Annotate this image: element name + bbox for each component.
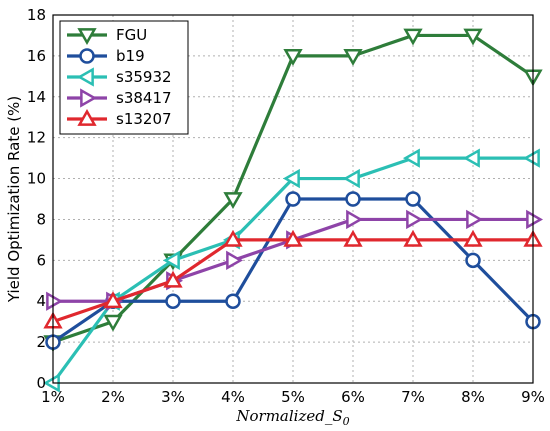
data-point [283, 49, 303, 66]
data-point [463, 28, 483, 46]
data-point [406, 209, 424, 230]
data-point [162, 250, 180, 270]
data-point [522, 148, 540, 168]
data-point [403, 229, 423, 247]
x-tick-label: 7% [401, 388, 425, 406]
data-point [163, 270, 183, 288]
y-tick-label: 2 [36, 333, 46, 351]
x-tick-labels: 1% 2% 3% 4% 5% 6% 7% 8% 9% [41, 388, 545, 406]
x-tick-label: 8% [461, 388, 485, 406]
data-point [526, 209, 544, 230]
y-tick-label: 12 [27, 129, 46, 147]
data-point [463, 229, 483, 247]
data-point [462, 148, 480, 168]
plot-frame [52, 14, 534, 384]
x-tick-label: 9% [521, 388, 545, 406]
y-axis-title: Yield Optimization Rate (%) [5, 96, 23, 303]
data-point [403, 28, 423, 46]
data-point [225, 293, 241, 309]
series-s35932 [42, 148, 540, 393]
y-tick-label: 4 [36, 292, 46, 310]
series-layer [42, 28, 544, 393]
data-point [103, 314, 123, 332]
data-point [343, 49, 363, 66]
data-point [223, 229, 243, 247]
y-tick-label: 14 [27, 88, 46, 106]
data-point [465, 252, 481, 269]
x-tick-label: 6% [341, 388, 365, 406]
x-axis-title: Normalized_S0 [235, 407, 349, 428]
data-point [282, 168, 300, 189]
data-point [223, 192, 243, 210]
legend-label: s38417 [116, 89, 172, 107]
x-tick-label: 5% [281, 388, 305, 406]
x-axis-title-subscript: 0 [343, 415, 350, 428]
legend-marker [80, 88, 98, 108]
legend-label: s13207 [116, 110, 172, 128]
series-s13207 [43, 229, 543, 329]
data-point [346, 209, 364, 230]
data-point [46, 291, 64, 311]
legend-item: s35932 [67, 67, 172, 87]
x-tick-label: 3% [161, 388, 185, 406]
legend-item: s13207 [67, 108, 172, 128]
legend-marker [77, 28, 97, 46]
data-point [345, 191, 361, 207]
data-point [405, 191, 421, 207]
legend-label: b19 [116, 47, 145, 65]
data-point [402, 148, 420, 168]
data-point [283, 229, 303, 247]
y-tick-label: 18 [27, 6, 46, 24]
legend-marker [79, 48, 95, 64]
x-tick-label: 1% [41, 388, 65, 406]
data-point [466, 209, 484, 230]
data-point [165, 293, 181, 309]
legend-item: s38417 [67, 88, 172, 108]
legend-label: FGU [116, 26, 147, 44]
y-tick-label: 16 [27, 47, 46, 65]
data-point [103, 291, 123, 309]
y-tick-labels: 0 2 4 6 8 10 12 14 16 18 [27, 6, 46, 392]
y-tick-label: 6 [36, 251, 46, 269]
data-point [343, 229, 363, 247]
y-tick-label: 10 [27, 170, 46, 188]
legend-item: b19 [67, 47, 145, 65]
x-tick-label: 2% [101, 388, 125, 406]
grid [53, 15, 533, 383]
x-tick-label: 4% [221, 388, 245, 406]
y-tick-label: 0 [36, 374, 46, 392]
legend: FGU b19 s35932 s38417 s13207 [59, 20, 189, 135]
legend-label: s35932 [116, 68, 172, 86]
data-point [226, 250, 244, 270]
legend-marker [77, 108, 97, 126]
x-axis-title-main: Normalized_S [235, 407, 342, 425]
legend-item: FGU [67, 26, 147, 46]
y-tick-label: 8 [36, 210, 46, 228]
legend-marker [76, 67, 94, 87]
data-point [285, 191, 301, 207]
data-point [342, 168, 360, 189]
